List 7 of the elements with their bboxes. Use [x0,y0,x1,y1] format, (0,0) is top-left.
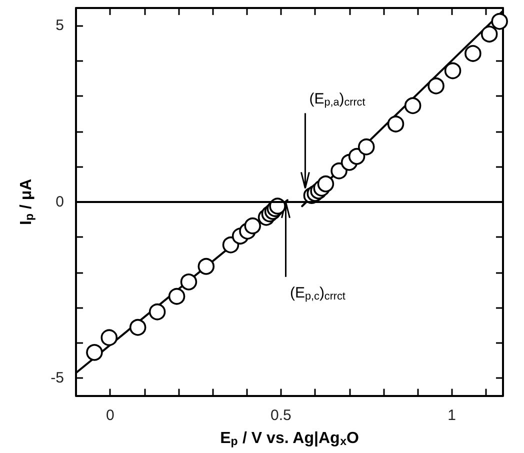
y-tick-label: 5 [56,17,64,34]
y-axis-title: Ip / μA [18,178,36,225]
y-tick-label: -5 [50,370,64,387]
x-tick-label: 0 [106,406,114,424]
x-tick-label: 0.5 [270,406,292,424]
y-tick-label: 0 [56,193,64,210]
x-tick-label: 1 [448,406,456,424]
